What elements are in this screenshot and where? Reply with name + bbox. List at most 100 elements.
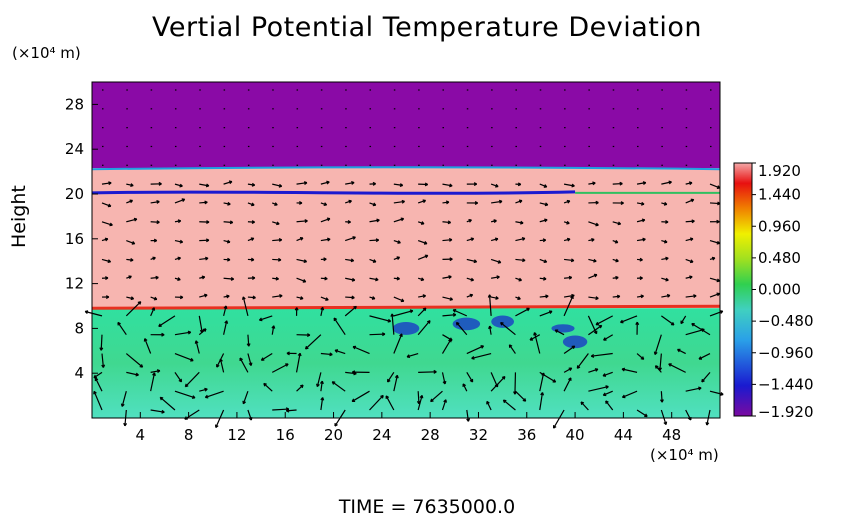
wind-arrow [539, 294, 549, 299]
wind-arrow [150, 220, 160, 225]
wind-arrow [247, 295, 256, 300]
wind-arrow [263, 382, 273, 392]
wind-arrow [668, 363, 686, 373]
wind-arrow [94, 377, 103, 392]
wind-arrow [563, 220, 570, 225]
wind-arrow [466, 293, 474, 298]
wind-arrow [602, 390, 613, 397]
wind-arrow [661, 239, 668, 244]
wind-arrow [320, 237, 331, 242]
wind-arrow [369, 315, 392, 323]
wind-arrow [490, 183, 499, 188]
colorbar-tick-label: 0.960 [758, 217, 801, 235]
y-tick-label: 12 [65, 275, 84, 293]
wind-arrow [331, 381, 346, 392]
wind-arrow [214, 409, 225, 428]
wind-arrow [296, 258, 308, 264]
wind-arrow [320, 397, 325, 411]
wind-arrow [223, 294, 230, 299]
y-tick-label: 20 [65, 185, 84, 203]
wind-arrow [199, 256, 209, 261]
wind-arrow [636, 237, 646, 242]
wind-arrow [369, 181, 376, 186]
wind-arrow [271, 363, 289, 373]
wind-arrow [242, 390, 249, 405]
wind-arrow [539, 218, 548, 223]
wind-arrow [304, 334, 322, 350]
wind-arrow [199, 220, 210, 225]
wind-arrow [612, 181, 623, 186]
wind-arrow [247, 182, 256, 187]
wind-arrow [612, 201, 624, 206]
wind-arrow [351, 370, 370, 375]
wind-arrow [247, 257, 255, 262]
wind-arrow [588, 181, 596, 186]
wind-arrow [417, 199, 427, 204]
anomaly-blob-4 [562, 335, 588, 349]
wind-arrow [685, 237, 694, 242]
lower-interface-line [91, 304, 721, 310]
wind-arrow [635, 321, 640, 335]
wind-arrow [406, 352, 419, 359]
wind-arrow [345, 219, 351, 224]
wind-arrow [150, 181, 162, 186]
wind-arrow [487, 294, 492, 316]
x-tick-label: 28 [421, 426, 440, 444]
y-tick-label: 8 [74, 319, 84, 337]
wind-arrow [369, 218, 380, 223]
wind-arrow [490, 219, 497, 224]
wind-arrow [621, 390, 638, 399]
wind-arrow [590, 352, 613, 358]
chart-title: Vertial Potential Temperature Deviation [152, 12, 702, 43]
wind-arrow [486, 400, 492, 411]
wind-arrow [709, 277, 721, 283]
wind-arrow [490, 237, 499, 242]
wind-arrow [442, 237, 453, 242]
wind-arrow [101, 258, 112, 264]
wind-arrow [345, 236, 356, 242]
wind-arrow [199, 293, 208, 298]
wind-arrow [393, 199, 405, 204]
wind-arrow [393, 183, 404, 187]
wind-arrow [417, 307, 427, 317]
wind-arrow [490, 375, 506, 392]
wind-arrow [246, 334, 251, 347]
wind-arrow [588, 200, 599, 205]
wind-arrow [636, 409, 648, 418]
wind-arrow [285, 408, 297, 413]
wind-arrow [612, 239, 619, 244]
wind-arrow [219, 358, 225, 373]
wind-arrow [174, 256, 181, 261]
wind-arrow [636, 218, 646, 223]
wind-arrow [296, 200, 303, 205]
wind-arrow [685, 386, 702, 392]
wind-arrow [174, 198, 186, 204]
wind-arrow [159, 396, 176, 411]
wind-arrow [466, 201, 479, 205]
wind-arrow [260, 353, 273, 361]
wind-arrow [333, 317, 346, 336]
wind-arrow [417, 254, 429, 260]
wind-arrow [466, 277, 475, 282]
wind-arrow [393, 217, 405, 223]
wind-arrow [588, 296, 599, 301]
wind-arrow [174, 239, 184, 244]
wind-arrow [685, 258, 694, 264]
plot-frame [91, 81, 721, 419]
wind-arrow [576, 353, 589, 369]
wind-arrow [490, 258, 502, 264]
wind-arrow [272, 221, 280, 226]
wind-arrow [150, 332, 165, 337]
anomaly-blob-0 [392, 321, 420, 335]
wind-arrow [393, 296, 405, 303]
wind-arrow [393, 256, 401, 260]
wind-arrow [223, 320, 229, 335]
wind-arrow [661, 220, 669, 224]
wind-arrow [199, 387, 208, 392]
wind-arrow [198, 328, 207, 336]
wind-arrow [636, 181, 647, 185]
wind-arrow [296, 237, 304, 242]
wind-arrow [194, 340, 200, 354]
wind-arrow [150, 256, 156, 261]
